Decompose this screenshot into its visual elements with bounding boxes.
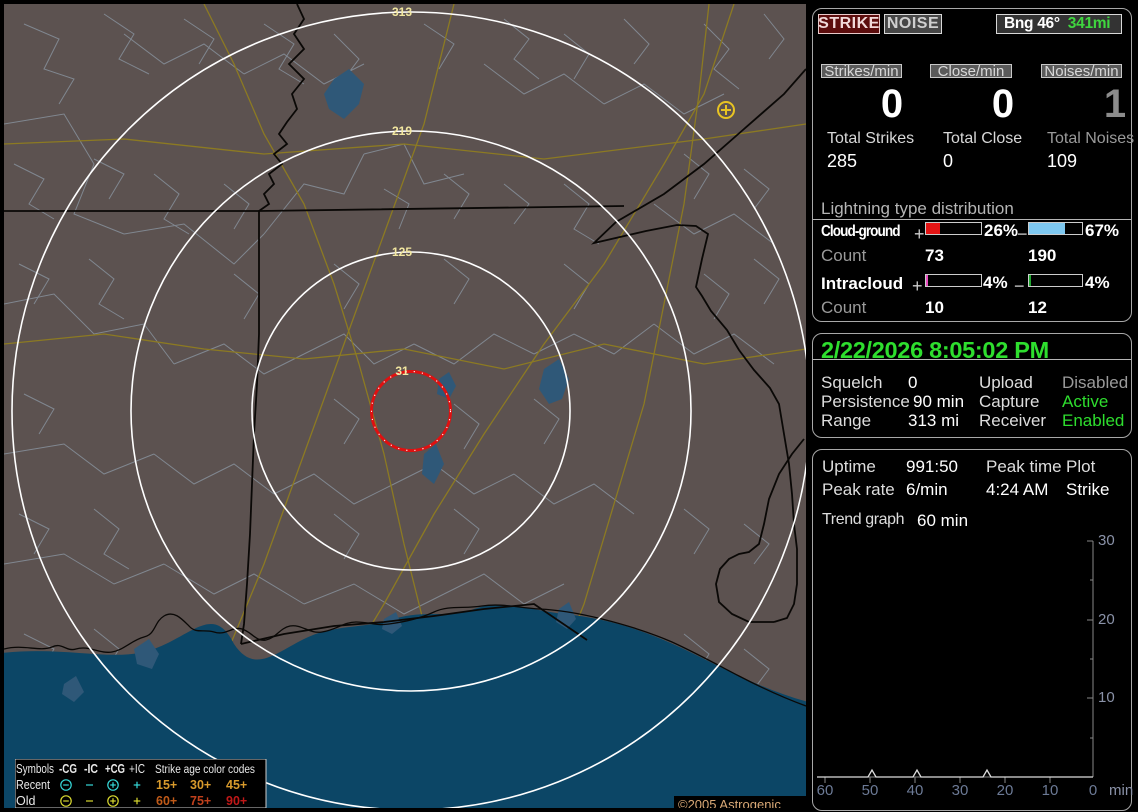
svg-text:-CG: -CG bbox=[59, 762, 77, 776]
svg-text:75+: 75+ bbox=[190, 794, 211, 808]
svg-text:Strike age color codes: Strike age color codes bbox=[155, 764, 255, 776]
svg-text:30: 30 bbox=[1098, 533, 1115, 549]
svg-text:90+: 90+ bbox=[226, 794, 247, 808]
svg-text:125: 125 bbox=[392, 245, 412, 259]
svg-text:Symbols: Symbols bbox=[16, 762, 54, 776]
svg-text:30: 30 bbox=[952, 782, 969, 799]
svg-text:15+: 15+ bbox=[156, 778, 177, 792]
svg-text:min: min bbox=[1109, 782, 1133, 799]
svg-text:31: 31 bbox=[395, 364, 409, 378]
svg-text:0: 0 bbox=[1089, 782, 1097, 799]
svg-text:Recent: Recent bbox=[16, 778, 50, 792]
svg-text:50: 50 bbox=[862, 782, 879, 799]
svg-text:20: 20 bbox=[1098, 611, 1115, 628]
svg-text:30+: 30+ bbox=[190, 778, 211, 792]
svg-text:+CG: +CG bbox=[105, 762, 125, 776]
svg-text:10: 10 bbox=[1042, 782, 1059, 799]
svg-text:10: 10 bbox=[1098, 689, 1115, 706]
svg-text:40: 40 bbox=[907, 782, 924, 799]
svg-text:313: 313 bbox=[392, 5, 412, 19]
svg-text:+IC: +IC bbox=[129, 762, 145, 776]
svg-text:60: 60 bbox=[817, 782, 834, 799]
svg-text:-IC: -IC bbox=[84, 762, 98, 776]
svg-text:60+: 60+ bbox=[156, 794, 177, 808]
svg-text:45+: 45+ bbox=[226, 778, 247, 792]
svg-text:219: 219 bbox=[392, 124, 412, 138]
svg-text:20: 20 bbox=[997, 782, 1014, 799]
svg-text:Old: Old bbox=[16, 794, 36, 808]
